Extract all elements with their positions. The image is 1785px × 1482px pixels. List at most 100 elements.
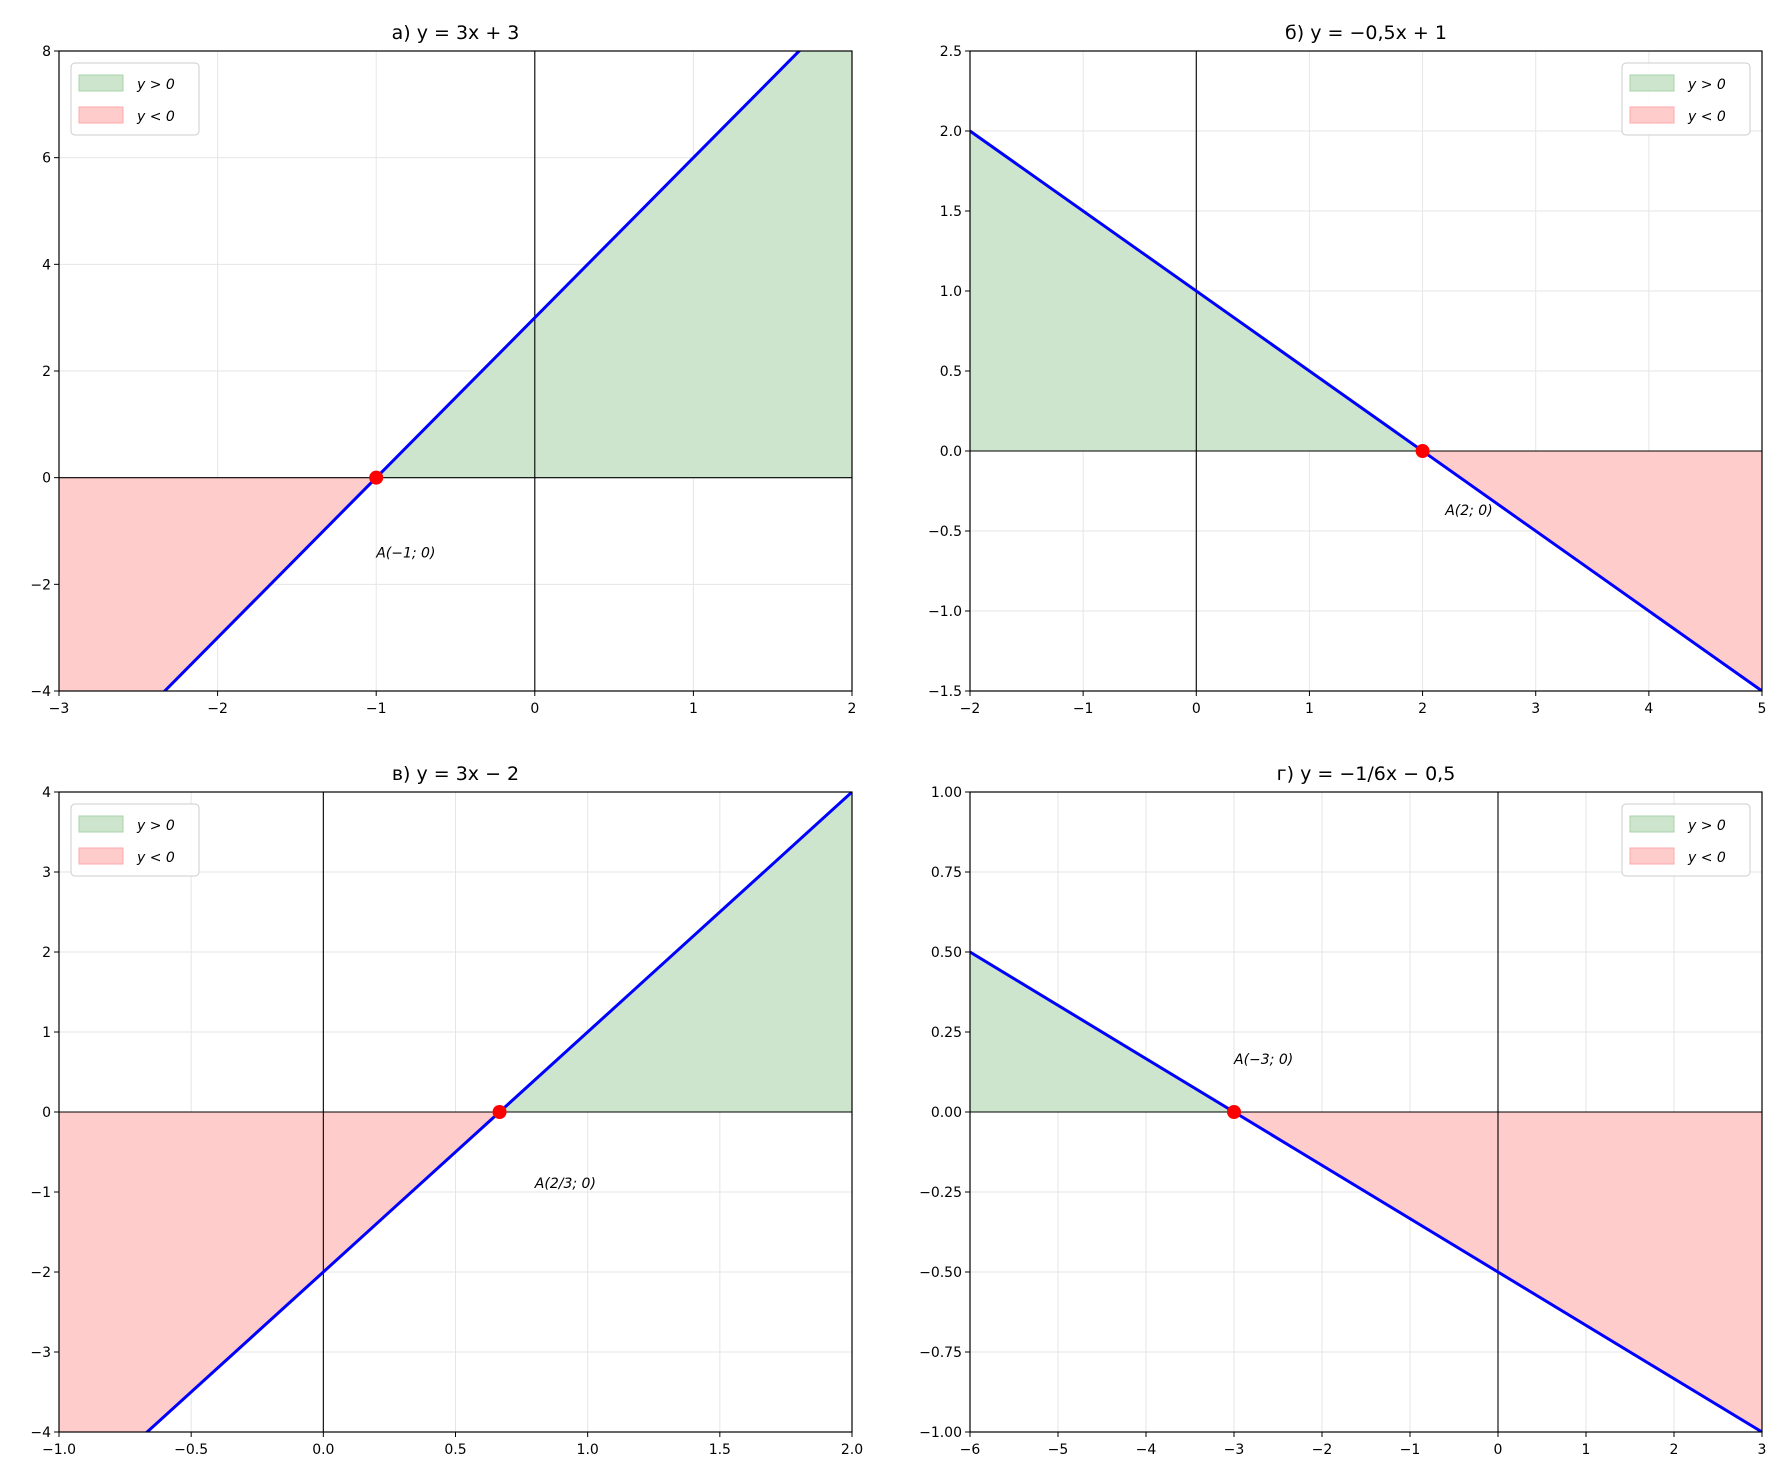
legend-swatch-positive <box>78 74 124 92</box>
x-tick-label: 2 <box>1418 701 1427 717</box>
legend-label-negative: y < 0 <box>136 850 175 866</box>
x-tick-label: 2 <box>848 701 857 717</box>
y-tick-label: 0.00 <box>931 1105 962 1121</box>
x-tick-label: 1 <box>689 701 698 717</box>
legend-label-positive: y > 0 <box>136 818 175 834</box>
root-annotation: A(−1; 0) <box>375 546 435 562</box>
legend: y > 0 y < 0 <box>70 62 200 136</box>
legend: y > 0 y < 0 <box>1621 803 1751 877</box>
x-tick-label: −2 <box>1312 1442 1333 1458</box>
x-tick-label: 3 <box>1531 701 1540 717</box>
x-tick-label: −1.0 <box>42 1442 76 1458</box>
x-tick-label: 0 <box>1192 701 1201 717</box>
y-tick-label: 3 <box>42 865 51 881</box>
x-tick-label: 1 <box>1582 1442 1591 1458</box>
chart-title: в) y = 3x − 2 <box>392 763 519 785</box>
y-tick-label: −2 <box>30 1265 51 1281</box>
legend-label-positive: y > 0 <box>136 77 175 93</box>
x-tick-label: 0 <box>530 701 539 717</box>
y-tick-label: 0 <box>42 1105 51 1121</box>
legend-label-positive: y > 0 <box>1687 818 1726 834</box>
x-tick-label: 2 <box>1670 1442 1679 1458</box>
x-tick-label: −1 <box>366 701 387 717</box>
y-tick-label: −4 <box>30 1425 51 1441</box>
y-tick-label: 6 <box>42 151 51 167</box>
legend-label-negative: y < 0 <box>1687 850 1726 866</box>
y-tick-label: 1.0 <box>940 284 962 300</box>
y-tick-label: 0.75 <box>931 865 962 881</box>
subplot-0: A(−1; 0) −3 −2 −1 0 1 2 −4 −2 0 2 4 6 8 а) y = 3x + 3 y… <box>30 22 857 717</box>
y-tick-label: 2.0 <box>940 124 962 140</box>
x-tick-label: −5 <box>1048 1442 1069 1458</box>
y-tick-label: −4 <box>30 684 51 700</box>
x-tick-label: 4 <box>1644 701 1653 717</box>
x-tick-label: −3 <box>49 701 70 717</box>
plot-area <box>970 792 1762 1432</box>
function-line <box>970 129 1762 691</box>
legend-box <box>1621 62 1751 136</box>
positive-region <box>376 51 852 478</box>
x-tick-label: −2 <box>960 701 981 717</box>
legend-box <box>1621 803 1751 877</box>
y-tick-label: 1 <box>42 1025 51 1041</box>
plot-area <box>970 51 1762 691</box>
x-tick-label: −1 <box>1073 701 1094 717</box>
function-line <box>162 51 802 691</box>
legend-box <box>70 803 200 877</box>
y-tick-label: 0.50 <box>931 945 962 961</box>
x-tick-label: −3 <box>1224 1442 1245 1458</box>
function-line <box>144 792 852 1432</box>
x-tick-label: −1 <box>1400 1442 1421 1458</box>
y-tick-label: −3 <box>30 1345 51 1361</box>
root-point <box>369 470 384 485</box>
y-tick-label: 1.00 <box>931 785 962 801</box>
legend: y > 0 y < 0 <box>70 803 200 877</box>
y-tick-label: 0.0 <box>940 444 962 460</box>
legend-swatch-positive <box>1629 74 1675 92</box>
x-tick-label: 3 <box>1758 1442 1767 1458</box>
y-tick-label: −0.25 <box>919 1185 962 1201</box>
legend: y > 0 y < 0 <box>1621 62 1751 136</box>
y-tick-label: 4 <box>42 785 51 801</box>
x-tick-label: −4 <box>1136 1442 1157 1458</box>
x-tick-label: 5 <box>1758 701 1767 717</box>
legend-swatch-negative <box>78 847 124 865</box>
legend-label-positive: y > 0 <box>1687 77 1726 93</box>
y-tick-label: −2 <box>30 577 51 593</box>
y-tick-label: 8 <box>42 44 51 60</box>
y-tick-label: −1.0 <box>928 604 962 620</box>
y-tick-label: −1.00 <box>919 1425 962 1441</box>
root-annotation: A(2/3; 0) <box>534 1176 596 1192</box>
x-tick-label: 1 <box>1305 701 1314 717</box>
chart-title: а) y = 3x + 3 <box>392 22 520 44</box>
negative-region <box>59 477 377 691</box>
y-tick-label: 2 <box>42 945 51 961</box>
x-tick-label: −2 <box>207 701 228 717</box>
x-tick-label: −0.5 <box>174 1442 208 1458</box>
y-tick-label: 2 <box>42 364 51 380</box>
subplot-1: A(2; 0) −2 −1 0 1 2 3 4 5 −1.5 −1.0 −0.5 0.0 0.5 1.0 1.… <box>928 22 1766 717</box>
y-tick-label: 0.5 <box>940 364 962 380</box>
legend-swatch-negative <box>1629 106 1675 124</box>
y-tick-label: 0 <box>42 471 51 487</box>
x-tick-label: 1.0 <box>577 1442 599 1458</box>
root-point <box>1415 444 1430 458</box>
subplot-3: A(−3; 0) −6 −5 −4 −3 −2 −1 0 1 2 3 −1.00 −0.75 −0.50 −… <box>919 763 1766 1458</box>
root-annotation: A(−3; 0) <box>1233 1052 1293 1068</box>
legend-label-negative: y < 0 <box>1687 109 1726 125</box>
x-tick-label: 0.5 <box>444 1442 466 1458</box>
chart-title: б) y = −0,5x + 1 <box>1285 22 1447 44</box>
y-tick-label: 0.25 <box>931 1025 962 1041</box>
x-tick-label: 2.0 <box>841 1442 863 1458</box>
x-tick-label: 0 <box>1494 1442 1503 1458</box>
legend-swatch-negative <box>78 106 124 124</box>
plot-area <box>59 51 852 691</box>
root-point <box>1227 1105 1241 1119</box>
legend-swatch-positive <box>78 815 124 833</box>
legend-label-negative: y < 0 <box>136 109 175 125</box>
legend-swatch-positive <box>1629 815 1675 833</box>
x-tick-label: 1.5 <box>709 1442 731 1458</box>
root-annotation: A(2; 0) <box>1444 503 1492 519</box>
x-tick-label: −6 <box>960 1442 981 1458</box>
